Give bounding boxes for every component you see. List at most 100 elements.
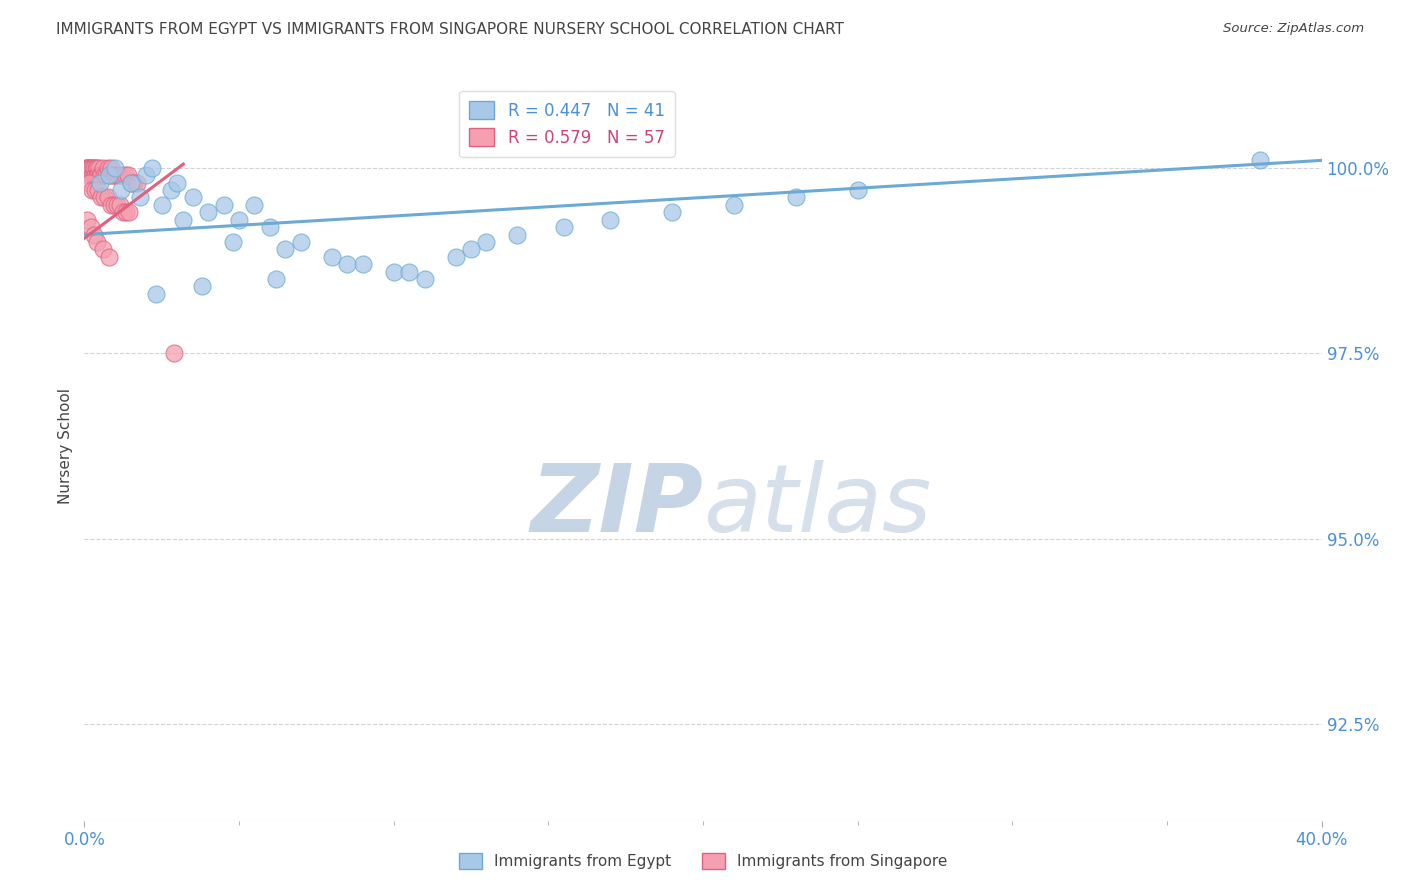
Point xyxy=(79,161,101,175)
Point xyxy=(228,212,250,227)
Point xyxy=(105,198,128,212)
Point xyxy=(145,287,167,301)
Point xyxy=(76,212,98,227)
Point xyxy=(118,205,141,219)
Point xyxy=(160,183,183,197)
Point xyxy=(110,183,132,197)
Point xyxy=(107,168,129,182)
Point xyxy=(197,205,219,219)
Point xyxy=(84,161,107,175)
Legend: Immigrants from Egypt, Immigrants from Singapore: Immigrants from Egypt, Immigrants from S… xyxy=(453,847,953,875)
Legend: R = 0.447   N = 41, R = 0.579   N = 57: R = 0.447 N = 41, R = 0.579 N = 57 xyxy=(460,91,675,157)
Point xyxy=(104,161,127,175)
Text: Source: ZipAtlas.com: Source: ZipAtlas.com xyxy=(1223,22,1364,36)
Point xyxy=(84,168,107,182)
Text: atlas: atlas xyxy=(703,460,931,551)
Point xyxy=(98,250,121,264)
Point xyxy=(115,205,138,219)
Point xyxy=(125,176,148,190)
Point xyxy=(90,190,112,204)
Point xyxy=(98,168,121,182)
Point xyxy=(84,183,107,197)
Point xyxy=(77,176,100,190)
Point xyxy=(82,183,104,197)
Point xyxy=(79,161,101,175)
Point xyxy=(120,176,142,190)
Point xyxy=(91,161,114,175)
Point xyxy=(382,265,405,279)
Point xyxy=(336,257,359,271)
Point xyxy=(413,272,436,286)
Point xyxy=(76,161,98,175)
Point xyxy=(135,168,157,182)
Point xyxy=(103,168,125,182)
Point xyxy=(274,243,297,257)
Point xyxy=(259,220,281,235)
Text: IMMIGRANTS FROM EGYPT VS IMMIGRANTS FROM SINGAPORE NURSERY SCHOOL CORRELATION CH: IMMIGRANTS FROM EGYPT VS IMMIGRANTS FROM… xyxy=(56,22,844,37)
Point xyxy=(110,168,132,182)
Point xyxy=(89,161,111,175)
Point xyxy=(290,235,312,249)
Point xyxy=(460,243,482,257)
Point xyxy=(191,279,214,293)
Point xyxy=(172,212,194,227)
Point xyxy=(103,198,125,212)
Point xyxy=(122,176,145,190)
Point xyxy=(150,198,173,212)
Point xyxy=(91,243,114,257)
Point xyxy=(114,168,136,182)
Point xyxy=(444,250,467,264)
Point xyxy=(77,161,100,175)
Point xyxy=(104,168,127,182)
Point xyxy=(82,161,104,175)
Point xyxy=(243,198,266,212)
Point xyxy=(90,168,112,182)
Point xyxy=(553,220,575,235)
Point xyxy=(93,190,115,204)
Point xyxy=(599,212,621,227)
Point xyxy=(181,190,204,204)
Point xyxy=(75,161,97,175)
Point xyxy=(352,257,374,271)
Point xyxy=(80,161,103,175)
Point xyxy=(79,220,101,235)
Point xyxy=(723,198,745,212)
Point xyxy=(661,205,683,219)
Point xyxy=(112,205,135,219)
Point xyxy=(222,235,245,249)
Point xyxy=(96,190,118,204)
Point xyxy=(117,168,139,182)
Point xyxy=(83,161,105,175)
Point xyxy=(120,176,142,190)
Point xyxy=(89,176,111,190)
Point xyxy=(86,235,108,249)
Point xyxy=(1249,153,1271,168)
Point xyxy=(264,272,287,286)
Point xyxy=(129,190,152,204)
Y-axis label: Nursery School: Nursery School xyxy=(58,388,73,504)
Point xyxy=(212,198,235,212)
Point xyxy=(94,168,117,182)
Point xyxy=(98,168,121,182)
Point xyxy=(475,235,498,249)
Point xyxy=(141,161,163,175)
Point xyxy=(398,265,420,279)
Point xyxy=(83,168,105,182)
Point xyxy=(89,168,111,182)
Point xyxy=(101,168,124,182)
Point xyxy=(96,161,118,175)
Point xyxy=(506,227,529,242)
Point xyxy=(82,168,104,182)
Point xyxy=(321,250,343,264)
Point xyxy=(86,168,108,182)
Point xyxy=(100,198,122,212)
Text: ZIP: ZIP xyxy=(530,460,703,552)
Point xyxy=(76,161,98,175)
Point xyxy=(93,168,115,182)
Point xyxy=(77,168,100,182)
Point xyxy=(100,161,122,175)
Point xyxy=(166,176,188,190)
Point xyxy=(846,183,869,197)
Point xyxy=(163,346,186,360)
Point xyxy=(87,168,110,182)
